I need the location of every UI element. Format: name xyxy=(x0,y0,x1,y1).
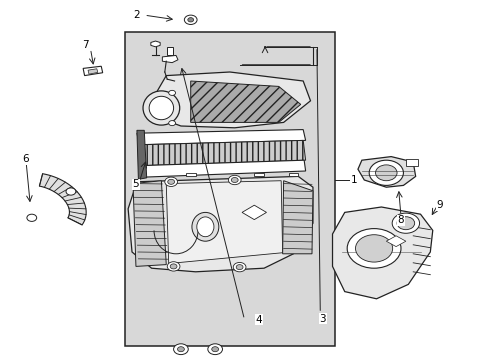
Polygon shape xyxy=(83,66,102,76)
Polygon shape xyxy=(386,236,405,247)
Circle shape xyxy=(167,262,180,271)
Polygon shape xyxy=(137,130,305,145)
Circle shape xyxy=(236,265,243,270)
Polygon shape xyxy=(332,207,432,299)
Polygon shape xyxy=(162,55,178,63)
Text: 7: 7 xyxy=(82,40,89,50)
Text: 5: 5 xyxy=(132,179,139,189)
Polygon shape xyxy=(142,160,305,177)
Polygon shape xyxy=(128,176,312,272)
Polygon shape xyxy=(40,174,86,225)
Polygon shape xyxy=(137,130,146,179)
Polygon shape xyxy=(288,173,298,176)
Polygon shape xyxy=(166,181,282,264)
Polygon shape xyxy=(282,181,312,254)
Text: 1: 1 xyxy=(350,175,357,185)
Circle shape xyxy=(167,179,174,184)
Polygon shape xyxy=(150,41,160,47)
Text: 9: 9 xyxy=(436,200,443,210)
Ellipse shape xyxy=(191,212,218,241)
Ellipse shape xyxy=(142,91,180,125)
Circle shape xyxy=(233,262,245,272)
Polygon shape xyxy=(142,140,305,166)
Circle shape xyxy=(391,213,419,233)
Circle shape xyxy=(368,160,403,185)
Polygon shape xyxy=(357,157,415,187)
Circle shape xyxy=(184,15,197,24)
Circle shape xyxy=(228,175,241,185)
Ellipse shape xyxy=(196,217,214,237)
Polygon shape xyxy=(190,81,300,122)
Text: 2: 2 xyxy=(133,10,140,20)
Polygon shape xyxy=(133,181,166,266)
Polygon shape xyxy=(185,173,195,176)
Circle shape xyxy=(168,90,175,95)
Text: 4: 4 xyxy=(255,315,262,325)
Text: 8: 8 xyxy=(397,215,404,225)
Circle shape xyxy=(27,214,37,221)
Polygon shape xyxy=(151,72,310,128)
Circle shape xyxy=(375,165,396,181)
Circle shape xyxy=(207,344,222,355)
Polygon shape xyxy=(88,69,98,74)
Circle shape xyxy=(170,264,177,269)
Circle shape xyxy=(177,347,184,352)
Text: 3: 3 xyxy=(319,314,325,324)
Polygon shape xyxy=(167,47,173,55)
Bar xyxy=(124,32,334,346)
Circle shape xyxy=(66,188,76,195)
Polygon shape xyxy=(242,205,266,220)
Polygon shape xyxy=(254,173,264,176)
Text: 6: 6 xyxy=(22,154,29,164)
Circle shape xyxy=(231,177,238,183)
Circle shape xyxy=(173,344,188,355)
Circle shape xyxy=(355,235,392,262)
Circle shape xyxy=(396,217,414,230)
Ellipse shape xyxy=(149,96,173,120)
Polygon shape xyxy=(405,159,417,166)
Circle shape xyxy=(168,121,175,126)
Circle shape xyxy=(164,177,177,186)
Circle shape xyxy=(346,229,400,268)
Circle shape xyxy=(211,347,218,352)
Circle shape xyxy=(187,18,193,22)
